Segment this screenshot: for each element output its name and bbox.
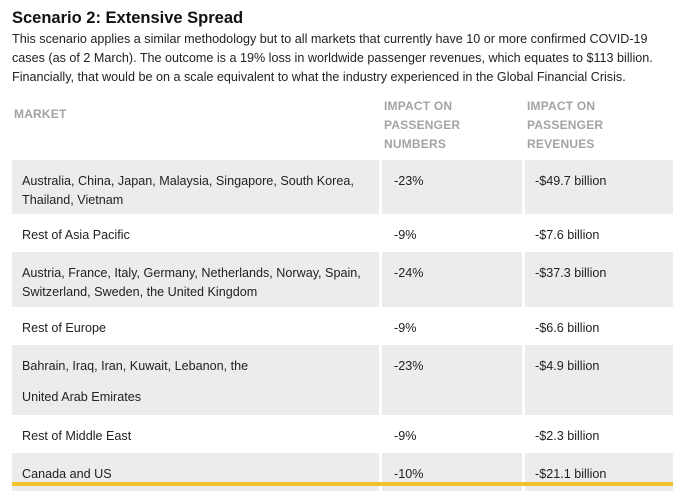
market-cell: Rest of Middle East [12,415,382,453]
header-passenger-numbers-line-2: PASSENGER NUMBERS [384,118,461,151]
market-cell: Rest of Asia Pacific [12,214,382,252]
passenger-numbers-cell: -24% [382,252,525,307]
market-line: Rest of Asia Pacific [22,228,130,242]
market-line: Australia, China, Japan, Malaysia, Singa… [22,174,354,188]
passenger-revenues-cell: -$49.7 billion [525,160,673,214]
intro-paragraph: This scenario applies a similar methodol… [12,32,653,84]
market-line: United Arab Emirates [22,390,141,404]
header-passenger-revenues-line-2: PASSENGER REVENUES [527,118,604,151]
passenger-numbers-cell: -9% [382,307,525,345]
passenger-revenues-cell: -$4.9 billion [525,345,673,415]
passenger-numbers-cell: -9% [382,214,525,252]
header-passenger-revenues-line-1: IMPACT ON [527,99,596,113]
table-row: Austria, France, Italy, Germany, Netherl… [12,252,673,307]
market-line: Bahrain, Iraq, Iran, Kuwait, Lebanon, th… [22,359,249,373]
market-line: Rest of Middle East [22,429,132,443]
market-line: Switzerland, Sweden, the United Kingdom [22,285,258,299]
passenger-revenues-cell: -$6.6 billion [535,321,600,335]
table-row: Rest of Europe -9% -$6.6 billion [12,307,673,345]
passenger-numbers-cell: -9% [382,415,525,453]
table-row: Australia, China, Japan, Malaysia, Singa… [12,160,673,214]
market-line: Austria, France, Italy, Germany, Netherl… [22,266,361,280]
header-market: MARKET [14,107,67,121]
header-passenger-numbers-line-1: IMPACT ON [384,99,453,113]
passenger-revenues-cell: -$7.6 billion [535,228,600,242]
passenger-revenues-cell: -$37.3 billion [525,252,673,307]
market-cell: Austria, France, Italy, Germany, Netherl… [12,252,382,307]
header-passenger-numbers: IMPACT ON PASSENGER NUMBERS [382,97,525,154]
header-passenger-revenues: IMPACT ON PASSENGER REVENUES [525,97,673,154]
section-title: Scenario 2: Extensive Spread [12,9,244,27]
passenger-revenues-cell: -$2.3 billion [535,429,600,443]
market-cell: Bahrain, Iraq, Iran, Kuwait, Lebanon, th… [12,345,382,415]
table-row: Rest of Asia Pacific -9% -$7.6 billion [12,214,673,252]
market-line: Rest of Europe [22,321,107,335]
market-line: Thailand, Vietnam [22,193,124,207]
passenger-numbers-cell: -23% [382,345,525,415]
market-cell: Rest of Europe [12,307,382,345]
table-header-row: MARKET IMPACT ON PASSENGER NUMBERS IMPAC… [12,97,673,154]
table-bottom-accent-bar [12,482,673,486]
scenario-table: MARKET IMPACT ON PASSENGER NUMBERS IMPAC… [12,97,673,491]
market-line: Canada and US [22,467,112,481]
table-row: Rest of Middle East -9% -$2.3 billion [12,415,673,453]
table-row: Bahrain, Iraq, Iran, Kuwait, Lebanon, th… [12,345,673,415]
market-cell: Australia, China, Japan, Malaysia, Singa… [12,160,382,214]
passenger-numbers-cell: -23% [382,160,525,214]
